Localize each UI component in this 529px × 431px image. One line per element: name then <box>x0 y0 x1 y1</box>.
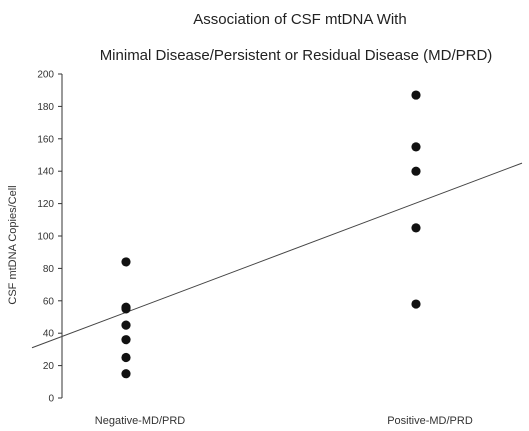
data-point <box>411 223 421 233</box>
y-tick-label: 120 <box>37 199 54 210</box>
x-category-label: Negative-MD/PRD <box>95 415 186 427</box>
data-point <box>411 299 421 309</box>
data-point <box>121 369 131 379</box>
data-point <box>121 257 131 267</box>
y-tick-label: 60 <box>43 296 55 307</box>
data-point <box>411 166 421 176</box>
y-tick-label: 160 <box>37 134 54 145</box>
chart-subtitle: Minimal Disease/Persistent or Residual D… <box>100 47 493 64</box>
y-tick-label: 200 <box>37 70 54 81</box>
y-tick-label: 140 <box>37 167 54 178</box>
y-tick-label: 80 <box>43 264 55 275</box>
data-point <box>121 352 131 363</box>
data-point <box>121 304 131 314</box>
plot-area: 0 20 40 60 80 100 120 140 160 180 200 Negative-MD/P… <box>31 70 523 427</box>
chart-title: Association of CSF mtDNA With <box>193 11 406 28</box>
y-tick-label: 20 <box>43 361 55 372</box>
data-point <box>411 90 421 100</box>
x-category-label: Positive-MD/PRD <box>387 415 473 427</box>
data-point <box>121 320 131 330</box>
y-tick-label: 40 <box>43 329 55 340</box>
y-tick-label: 180 <box>37 102 54 113</box>
data-point <box>121 335 131 345</box>
y-tick-label: 0 <box>48 394 54 405</box>
y-tick-label: 100 <box>37 232 54 243</box>
trend-line <box>31 162 523 349</box>
data-point <box>411 142 421 152</box>
y-axis-label: CSF mtDNA Copies/Cell <box>7 185 19 304</box>
